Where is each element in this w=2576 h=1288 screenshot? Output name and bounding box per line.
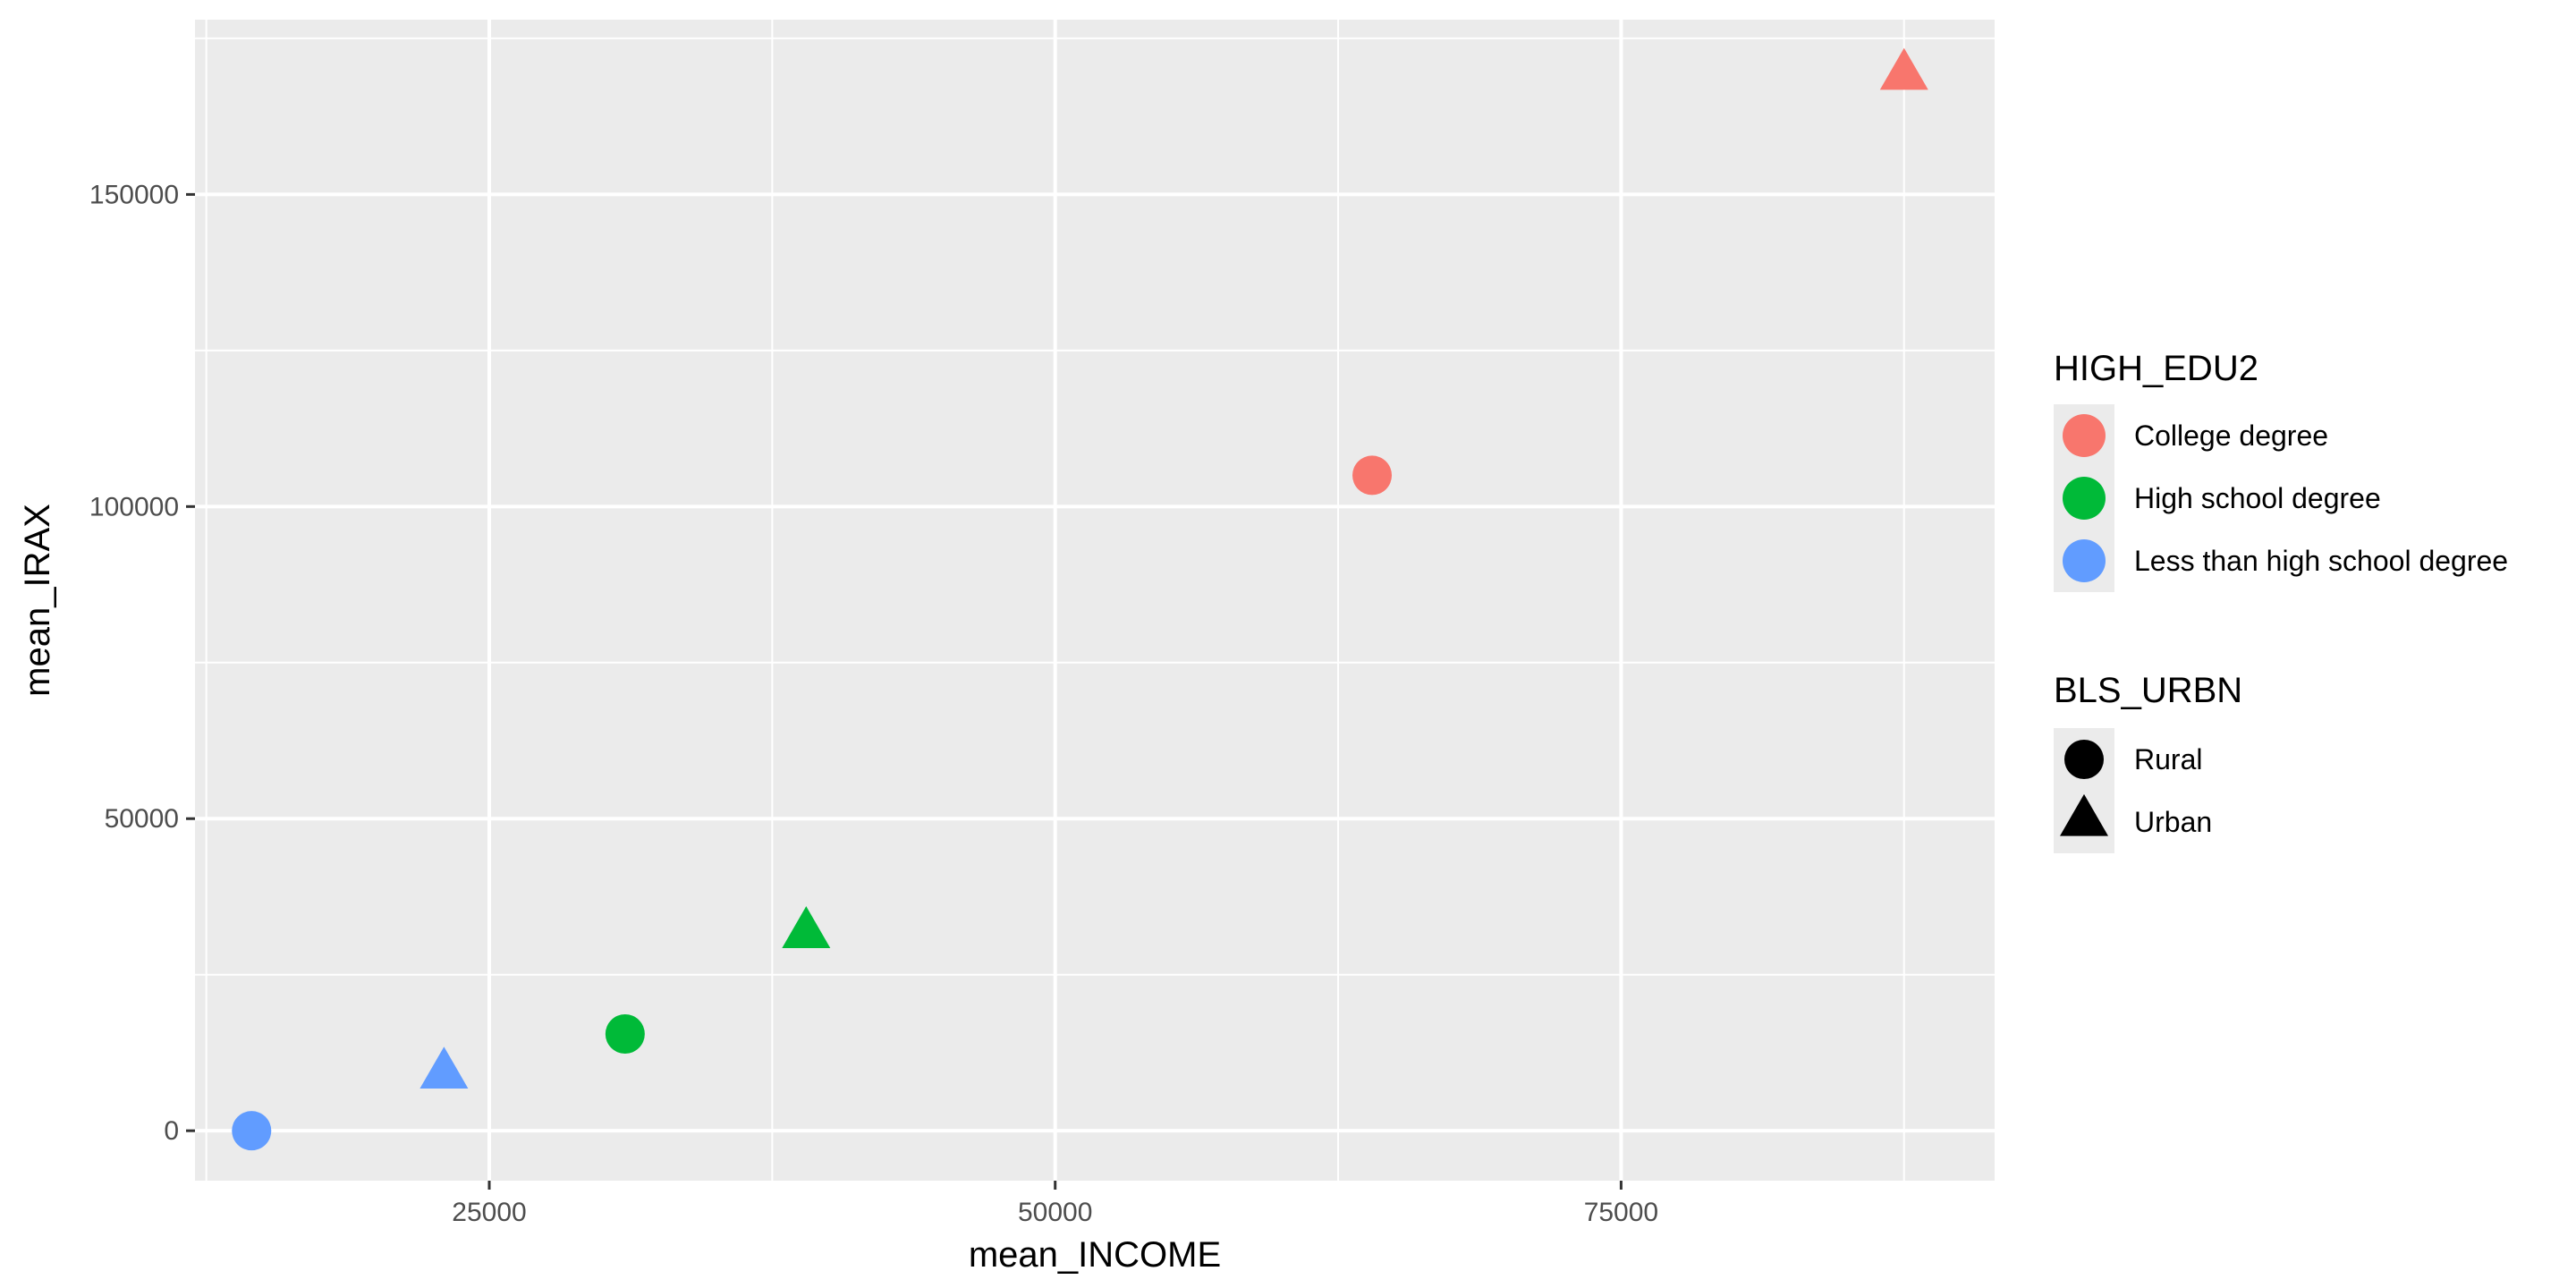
legend-key-swatch: [2063, 477, 2106, 520]
legend-label: Urban: [2134, 806, 2212, 838]
legend-title: BLS_URBN: [2054, 671, 2242, 710]
data-point: [232, 1111, 272, 1151]
x-tick-label: 75000: [1584, 1198, 1658, 1227]
data-point: [1879, 47, 1928, 90]
y-tick-label: 50000: [105, 804, 179, 834]
x-tick-label: 25000: [452, 1198, 526, 1227]
data-point: [605, 1014, 645, 1055]
y-tick-label: 150000: [89, 180, 179, 209]
x-axis-title: mean_INCOME: [969, 1235, 1221, 1275]
legend-key-swatch: [2060, 793, 2108, 836]
data-point: [419, 1046, 469, 1089]
y-axis-title: mean_IRAX: [18, 504, 57, 697]
plot-panel: [195, 20, 1995, 1181]
legend-key-swatch: [2064, 740, 2104, 779]
data-point: [782, 906, 831, 948]
y-tick-label: 100000: [89, 492, 179, 521]
x-tick-label: 50000: [1018, 1198, 1092, 1227]
minor-gridlines: [195, 20, 1995, 1181]
legend: HIGH_EDU2 College degree High school degre…: [2054, 349, 2508, 853]
legend-title: HIGH_EDU2: [2054, 349, 2258, 388]
legend-label: Less than high school degree: [2134, 545, 2508, 577]
legend-label: College degree: [2134, 419, 2328, 452]
legend-label: High school degree: [2134, 482, 2381, 514]
data-point: [1352, 455, 1393, 496]
major-gridlines: [195, 20, 1995, 1181]
axis-ticks: 25000 50000 75000 0 50000 100000 150000: [89, 180, 1658, 1227]
legend-key-swatch: [2063, 539, 2106, 582]
legend-label: Rural: [2134, 743, 2202, 775]
legend-key-swatch: [2063, 414, 2106, 457]
data-points: [232, 47, 1928, 1151]
y-tick-label: 0: [164, 1116, 179, 1146]
